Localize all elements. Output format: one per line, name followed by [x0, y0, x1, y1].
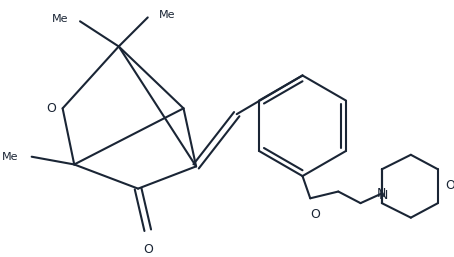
Text: O: O	[446, 179, 454, 192]
Text: O: O	[46, 102, 56, 115]
Text: O: O	[143, 243, 153, 256]
Text: N: N	[379, 189, 389, 202]
Text: Me: Me	[2, 152, 18, 162]
Text: O: O	[310, 208, 320, 221]
Text: N: N	[377, 187, 386, 200]
Text: Me: Me	[52, 14, 69, 24]
Text: Me: Me	[159, 11, 176, 21]
